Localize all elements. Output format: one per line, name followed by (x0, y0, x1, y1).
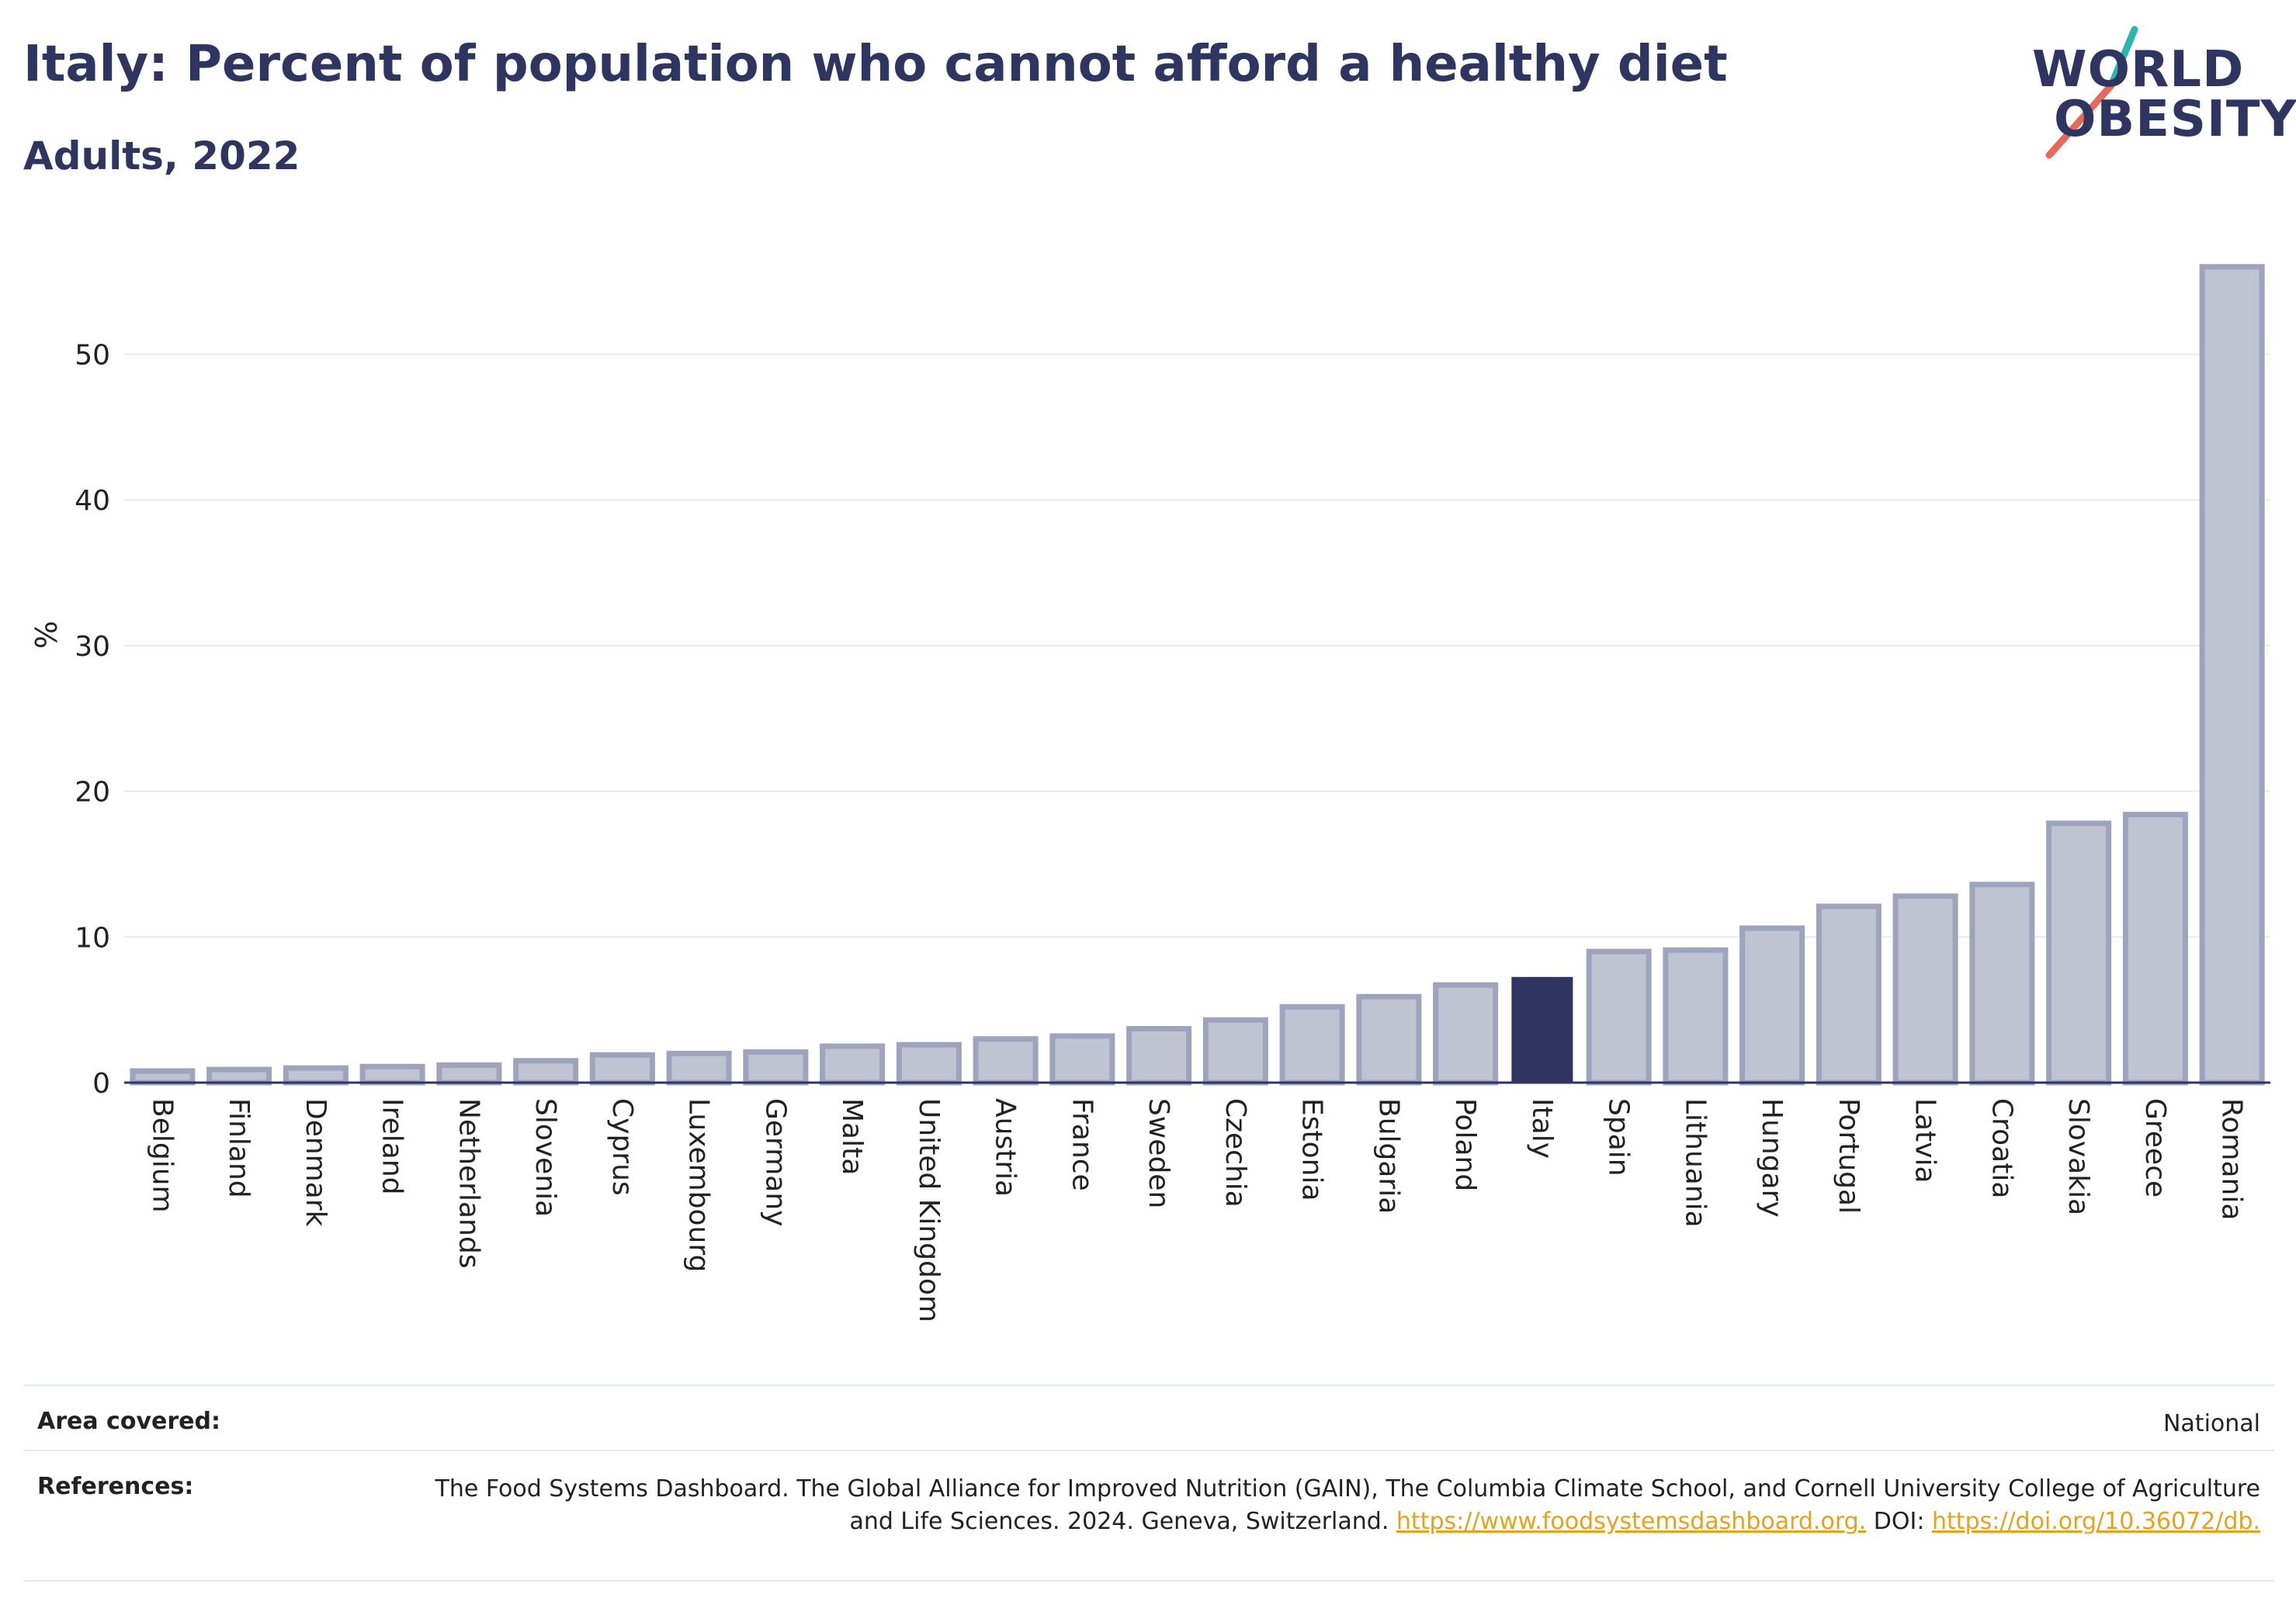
bar-malta[interactable] (820, 1043, 886, 1086)
x-tick-label: Netherlands (453, 1098, 484, 1268)
bar-greece[interactable] (2122, 812, 2188, 1086)
references-label: References: (37, 1473, 194, 1500)
chart-subtitle: Adults, 2022 (23, 133, 300, 178)
y-axis-ticks: 0 10 20 30 40 50 (75, 339, 110, 1100)
world-obesity-logo: WORLD OBESITY (2018, 23, 2296, 163)
y-tick-label: 50 (75, 339, 110, 371)
gridlines (124, 353, 2270, 938)
x-tick-label: Spain (1603, 1098, 1635, 1177)
bar-cyprus[interactable] (589, 1052, 655, 1086)
bar-slovenia[interactable] (513, 1058, 579, 1086)
bar-croatia[interactable] (1969, 882, 2035, 1086)
references-doi-label: DOI: (1873, 1508, 1925, 1535)
x-tick-label: France (1066, 1098, 1098, 1191)
x-tick-label: Greece (2139, 1098, 2171, 1197)
y-tick-label: 10 (75, 922, 110, 954)
x-tick-label: Hungary (1756, 1098, 1788, 1218)
x-tick-label: Luxembourg (683, 1098, 715, 1272)
bar-czechia[interactable] (1202, 1017, 1268, 1086)
references-value: The Food Systems Dashboard. The Global A… (397, 1473, 2260, 1538)
x-tick-label: Germany (759, 1098, 791, 1226)
bar-hungary[interactable] (1739, 925, 1805, 1086)
bar-estonia[interactable] (1279, 1003, 1345, 1086)
x-tick-label: Austria (990, 1098, 1021, 1197)
bar-poland[interactable] (1433, 982, 1499, 1086)
bar-finland[interactable] (206, 1066, 272, 1086)
x-tick-label: Belgium (146, 1098, 178, 1213)
x-tick-label: Slovakia (2062, 1098, 2094, 1215)
bar-bulgaria[interactable] (1356, 993, 1422, 1086)
bar-united-kingdom[interactable] (896, 1041, 962, 1086)
x-tick-label: Malta (836, 1098, 868, 1175)
bar-slovakia[interactable] (2046, 820, 2112, 1086)
x-tick-label: Slovenia (529, 1098, 561, 1217)
area-covered-value: National (2162, 1410, 2260, 1437)
logo-word-world: WORLD (2032, 41, 2245, 99)
bar-austria[interactable] (973, 1036, 1039, 1086)
x-tick-label: United Kingdom (913, 1098, 945, 1322)
x-tick-label: Croatia (1986, 1098, 2017, 1198)
x-tick-label: Lithuania (1679, 1098, 1711, 1228)
bar-france[interactable] (1049, 1033, 1115, 1086)
references-link-dashboard[interactable]: https://www.foodsystemsdashboard.org. (1396, 1508, 1867, 1535)
bar-belgium[interactable] (130, 1068, 196, 1086)
logo-slash-icon (2045, 26, 2138, 159)
y-tick-label: 40 (75, 485, 110, 517)
logo-word-obesity: OBESITY (2054, 91, 2296, 148)
x-tick-label: Latvia (1909, 1098, 1941, 1184)
x-tick-label: Estonia (1296, 1098, 1328, 1201)
bar-portugal[interactable] (1816, 903, 1882, 1086)
bar-luxembourg[interactable] (666, 1050, 732, 1086)
area-covered-label: Area covered: (37, 1408, 220, 1435)
x-tick-label: Bulgaria (1372, 1098, 1404, 1214)
bar-romania[interactable] (2199, 264, 2265, 1086)
y-tick-label: 20 (75, 777, 110, 809)
references-row: References: The Food Systems Dashboard. … (23, 1450, 2274, 1582)
bar-denmark[interactable] (283, 1065, 349, 1086)
y-tick-label: 0 (92, 1068, 110, 1100)
chart-title: Italy: Percent of population who cannot … (23, 36, 1728, 93)
x-tick-label: Portugal (1833, 1098, 1864, 1214)
x-tick-label: Czechia (1219, 1098, 1251, 1208)
references-text: The Food Systems Dashboard. The Global A… (435, 1475, 2260, 1535)
bar-germany[interactable] (743, 1049, 809, 1086)
bar-sweden[interactable] (1126, 1026, 1192, 1086)
info-table: Area covered: National References: The F… (23, 1385, 2274, 1582)
bar-ireland[interactable] (359, 1063, 425, 1086)
bar-netherlands[interactable] (436, 1062, 502, 1086)
bar-latvia[interactable] (1892, 893, 1958, 1086)
bars (130, 264, 2265, 1086)
y-tick-label: 30 (75, 631, 110, 663)
bar-chart: 0 10 20 30 40 50 Belgium Finland Denmark Ireland… (75, 264, 2270, 1322)
x-tick-label: Italy (1526, 1098, 1558, 1159)
bar-spain[interactable] (1586, 948, 1652, 1086)
references-link-doi[interactable]: https://doi.org/10.36072/db. (1932, 1508, 2260, 1535)
x-tick-label: Finland (223, 1098, 255, 1198)
x-tick-label: Romania (2216, 1098, 2248, 1220)
x-axis-ticks: Belgium Finland Denmark Ireland Netherlands S… (146, 1098, 2247, 1322)
x-tick-label: Cyprus (606, 1098, 638, 1196)
bar-italy[interactable] (1511, 976, 1573, 1083)
area-covered-row: Area covered: National (23, 1385, 2274, 1450)
x-tick-label: Denmark (300, 1098, 331, 1227)
x-tick-label: Ireland (376, 1098, 408, 1195)
x-tick-label: Sweden (1143, 1098, 1174, 1208)
bar-lithuania[interactable] (1663, 947, 1729, 1086)
x-tick-label: Poland (1449, 1098, 1481, 1191)
